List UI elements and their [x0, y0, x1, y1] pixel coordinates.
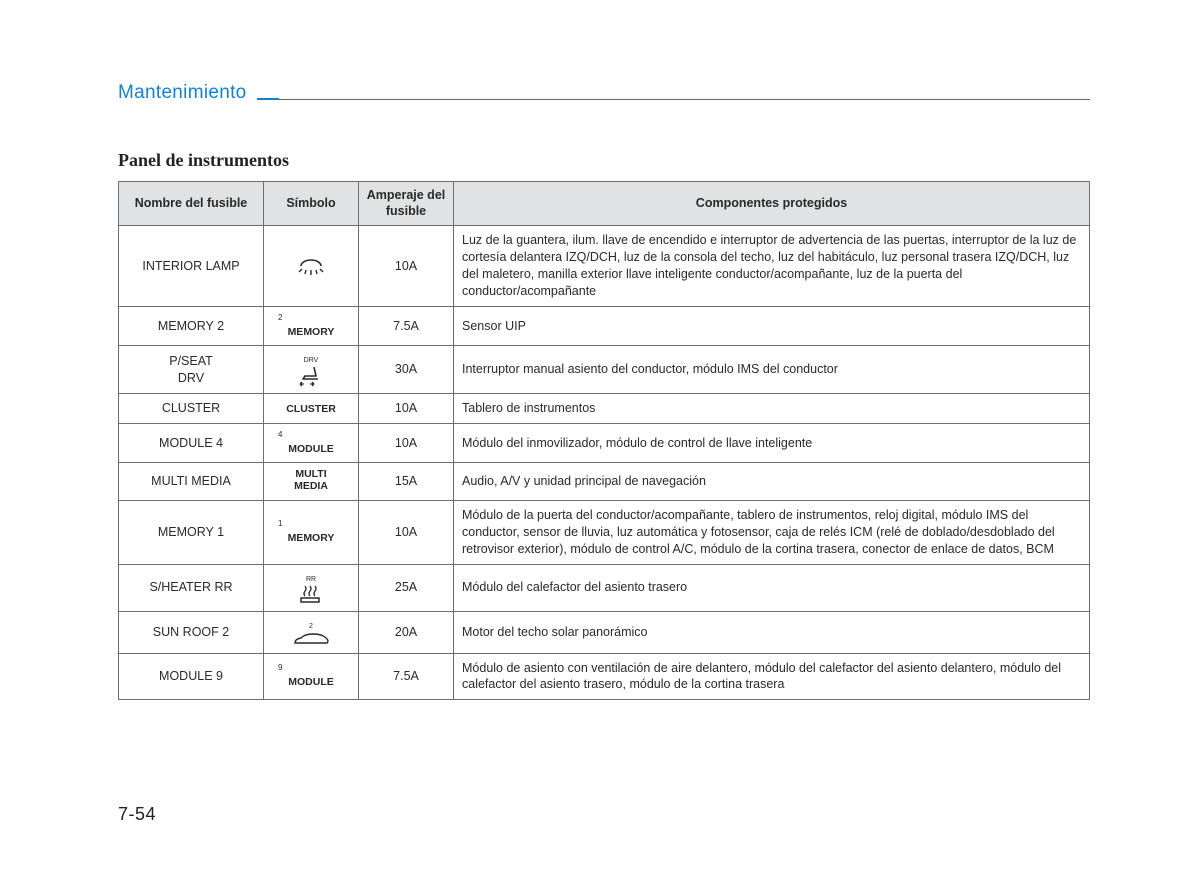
col-header-amperage: Amperaje del fusible	[359, 182, 454, 226]
fuse-components: Sensor UIP	[454, 306, 1090, 346]
fuse-components: Tablero de instrumentos	[454, 393, 1090, 423]
fuse-name: P/SEATDRV	[119, 346, 264, 394]
subsection-title: Panel de instrumentos	[118, 150, 1090, 171]
table-row: INTERIOR LAMP 10ALuz de la guantera, ilum…	[119, 226, 1090, 307]
fuse-components: Módulo de asiento con ventilación de air…	[454, 653, 1090, 700]
fuse-symbol: 4MODULE	[264, 423, 359, 463]
section-title: Mantenimiento	[118, 82, 257, 104]
table-row: SUN ROOF 2220AMotor del techo solar pano…	[119, 612, 1090, 654]
fuse-symbol: MULTIMEDIA	[264, 463, 359, 500]
fuse-name: SUN ROOF 2	[119, 612, 264, 654]
car-outline-icon	[291, 631, 331, 647]
table-row: P/SEATDRVDRV30AInterruptor manual asient…	[119, 346, 1090, 394]
table-header-row: Nombre del fusible Símbolo Amperaje del …	[119, 182, 1090, 226]
fuse-amperage: 30A	[359, 346, 454, 394]
seat-heater-icon	[296, 583, 326, 605]
fuse-symbol: DRV	[264, 346, 359, 394]
fuse-amperage: 20A	[359, 612, 454, 654]
fuse-components: Interruptor manual asiento del conductor…	[454, 346, 1090, 394]
fuse-symbol: 2	[264, 612, 359, 654]
fuse-name: MULTI MEDIA	[119, 463, 264, 500]
fuse-amperage: 10A	[359, 226, 454, 307]
table-row: MODULE 99MODULE7.5AMódulo de asiento con…	[119, 653, 1090, 700]
fuse-components: Módulo del calefactor del asiento traser…	[454, 564, 1090, 612]
table-row: CLUSTERCLUSTER10ATablero de instrumentos	[119, 393, 1090, 423]
fuse-symbol	[264, 226, 359, 307]
fuse-components: Módulo del inmovilizador, módulo de cont…	[454, 423, 1090, 463]
fuse-amperage: 15A	[359, 463, 454, 500]
table-row: MEMORY 11MEMORY10AMódulo de la puerta de…	[119, 500, 1090, 564]
fuse-components: Audio, A/V y unidad principal de navegac…	[454, 463, 1090, 500]
header-rule-thin	[279, 99, 1090, 100]
fuse-amperage: 25A	[359, 564, 454, 612]
fuse-amperage: 7.5A	[359, 653, 454, 700]
fuse-name: S/HEATER RR	[119, 564, 264, 612]
fuse-amperage: 10A	[359, 500, 454, 564]
fuse-name: INTERIOR LAMP	[119, 226, 264, 307]
fuse-name: MEMORY 2	[119, 306, 264, 346]
table-row: MODULE 44MODULE10AMódulo del inmovilizad…	[119, 423, 1090, 463]
header-rule-thick	[257, 98, 279, 100]
fuse-components: Luz de la guantera, ilum. llave de encen…	[454, 226, 1090, 307]
col-header-symbol: Símbolo	[264, 182, 359, 226]
table-row: MEMORY 22MEMORY7.5ASensor UIP	[119, 306, 1090, 346]
fuse-name: MODULE 9	[119, 653, 264, 700]
seat-icon	[296, 365, 326, 387]
fuse-components: Módulo de la puerta del conductor/acompa…	[454, 500, 1090, 564]
fuse-components: Motor del techo solar panorámico	[454, 612, 1090, 654]
fuse-symbol: 2MEMORY	[264, 306, 359, 346]
fuse-symbol: RR	[264, 564, 359, 612]
fuse-table: Nombre del fusible Símbolo Amperaje del …	[118, 181, 1090, 700]
fuse-amperage: 7.5A	[359, 306, 454, 346]
fuse-name: MODULE 4	[119, 423, 264, 463]
lamp-icon	[291, 255, 331, 277]
fuse-symbol: CLUSTER	[264, 393, 359, 423]
col-header-components: Componentes protegidos	[454, 182, 1090, 226]
page-number: 7-54	[118, 804, 156, 825]
fuse-amperage: 10A	[359, 423, 454, 463]
fuse-symbol: 9MODULE	[264, 653, 359, 700]
fuse-amperage: 10A	[359, 393, 454, 423]
col-header-name: Nombre del fusible	[119, 182, 264, 226]
fuse-name: CLUSTER	[119, 393, 264, 423]
fuse-symbol: 1MEMORY	[264, 500, 359, 564]
page-container: Mantenimiento Panel de instrumentos Nomb…	[0, 0, 1200, 700]
section-header: Mantenimiento	[118, 82, 1090, 104]
table-row: S/HEATER RRRR25AMódulo del calefactor de…	[119, 564, 1090, 612]
table-row: MULTI MEDIAMULTIMEDIA15AAudio, A/V y uni…	[119, 463, 1090, 500]
fuse-name: MEMORY 1	[119, 500, 264, 564]
